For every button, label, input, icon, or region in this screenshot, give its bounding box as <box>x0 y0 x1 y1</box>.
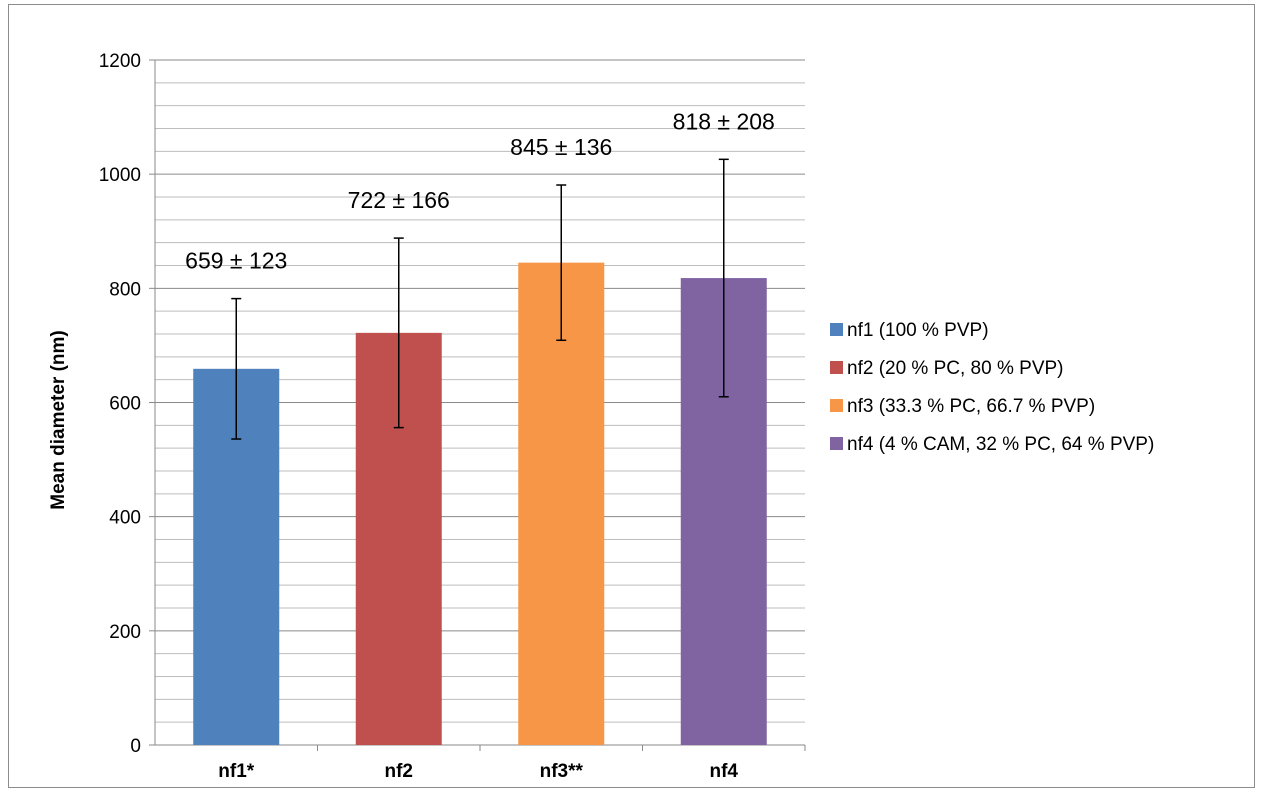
legend-entry-4: nf4 (4 % CAM, 32 % PC, 64 % PVP) <box>847 434 1154 455</box>
y-tick-label: 200 <box>109 622 141 643</box>
category-label-4: nf4 <box>710 761 739 782</box>
y-tick-labels: 0 200 400 600 800 1000 1200 <box>99 51 141 757</box>
y-tick-label: 1000 <box>99 165 141 186</box>
bars <box>193 262 767 745</box>
error-bars <box>231 158 729 440</box>
legend: nf1 (100 % PVP) nf2 (20 % PC, 80 % PVP) nf… <box>830 320 1154 455</box>
category-label-2: nf2 <box>385 761 414 782</box>
y-tick-label: 0 <box>130 736 141 757</box>
data-label-4: 818 ± 208 <box>673 108 775 134</box>
data-labels: 659 ± 123 722 ± 166 845 ± 136 818 ± 208 <box>185 108 775 273</box>
data-label-1: 659 ± 123 <box>185 248 287 274</box>
category-label-3: nf3** <box>540 761 584 782</box>
legend-entry-3: nf3 (33.3 % PC, 66.7 % PVP) <box>847 396 1095 417</box>
data-label-2: 722 ± 166 <box>348 187 450 213</box>
legend-entry-2: nf2 (20 % PC, 80 % PVP) <box>847 358 1064 379</box>
data-label-3: 845 ± 136 <box>510 134 612 160</box>
bar-3 <box>518 262 605 745</box>
legend-swatch-2 <box>830 361 843 374</box>
legend-swatch-1 <box>830 323 843 336</box>
y-tick-label: 600 <box>109 394 141 415</box>
y-tick-label: 800 <box>109 279 141 300</box>
y-tick-label: 1200 <box>99 51 141 72</box>
y-axis-label: Mean diameter (nm) <box>48 330 69 509</box>
category-label-1: nf1* <box>218 761 255 782</box>
category-labels: nf1* nf2 nf3** nf4 <box>218 761 738 782</box>
y-tick-label: 400 <box>109 508 141 529</box>
legend-swatch-3 <box>830 399 843 412</box>
legend-swatch-4 <box>830 437 843 450</box>
legend-entry-1: nf1 (100 % PVP) <box>847 320 989 341</box>
